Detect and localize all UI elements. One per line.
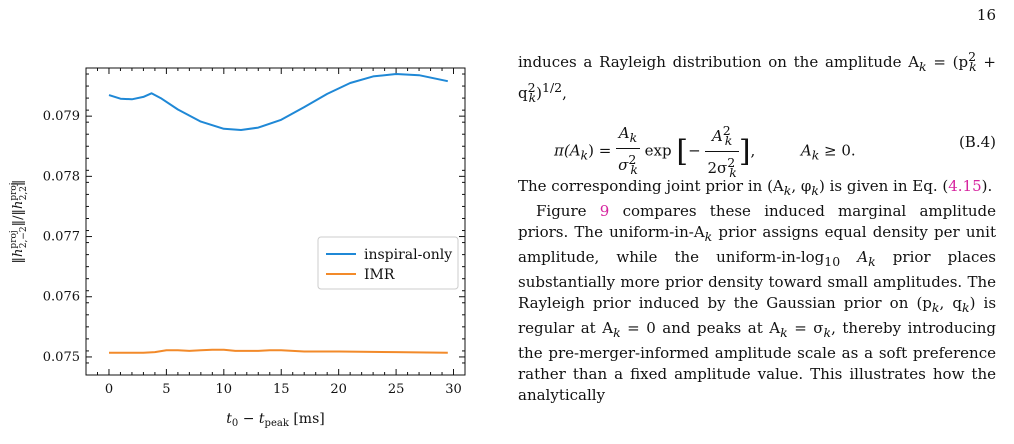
x-axis-label: t0 − tpeak [ms] bbox=[226, 411, 324, 429]
line-chart: 0 5 10 15 20 25 30 0.075 0.076 0.077 0.078 0.079 ins… bbox=[9, 67, 466, 429]
y-tick-label: 0.076 bbox=[43, 290, 80, 305]
series-line-inspiral-only bbox=[108, 73, 449, 131]
y-tick-label: 0.079 bbox=[43, 109, 80, 124]
legend-label: IMR bbox=[364, 267, 395, 283]
equation-b4: π(Ak) = Ak σ2k exp [− A2k 2σ2k], Ak ≥ 0. (… bbox=[518, 110, 996, 180]
y-axis-label: ‖hproj2,−2‖/‖hproj2,2‖ bbox=[9, 180, 29, 264]
y-tick-label: 0.077 bbox=[43, 230, 80, 245]
x-tick-label: 10 bbox=[216, 382, 233, 397]
x-tick-label: 15 bbox=[273, 382, 290, 397]
figure-ref-link[interactable]: 9 bbox=[599, 202, 610, 220]
x-tick-label: 5 bbox=[162, 382, 170, 397]
page-number: 16 bbox=[976, 6, 996, 24]
x-tick-label: 20 bbox=[330, 382, 347, 397]
y-tick-label: 0.078 bbox=[43, 169, 80, 184]
equation-ref-link[interactable]: 4.15 bbox=[948, 177, 982, 195]
y-tick-label: 0.075 bbox=[43, 350, 80, 365]
paragraph-rayleigh: induces a Rayleigh distribution on the a… bbox=[518, 49, 996, 105]
plot-frame bbox=[85, 67, 466, 376]
legend-box bbox=[317, 236, 459, 290]
series-line-imr bbox=[109, 348, 448, 354]
x-tick-label: 0 bbox=[105, 382, 113, 397]
text-column: induces a Rayleigh distribution on the a… bbox=[518, 46, 996, 406]
paragraph-figure-comparison: Figure 9 compares these induced marginal… bbox=[518, 202, 997, 404]
equation-number: (B.4) bbox=[958, 133, 996, 151]
paragraph-joint-prior: The corresponding joint prior in (Ak, φk… bbox=[518, 177, 993, 198]
legend-label: inspiral-only bbox=[364, 247, 452, 263]
x-tick-label: 30 bbox=[445, 382, 462, 397]
figure: 0 5 10 15 20 25 30 0.075 0.076 0.077 0.078 0.079 ins… bbox=[0, 0, 475, 444]
x-tick-label: 25 bbox=[388, 382, 405, 397]
